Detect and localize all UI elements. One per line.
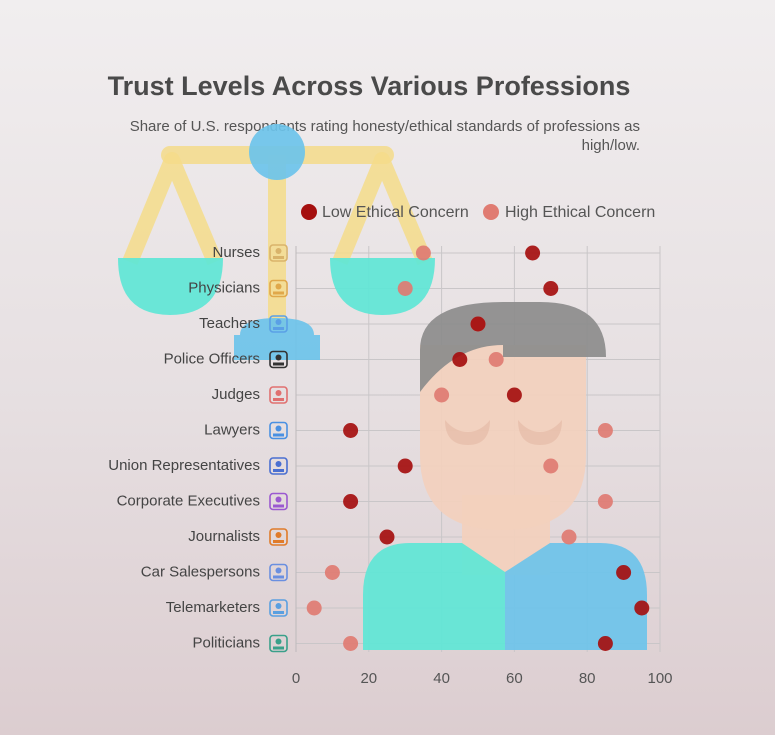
data-point-high-ethical-concern: [343, 636, 359, 651]
category-label: Teachers: [199, 315, 260, 332]
data-point-low-ethical-concern: [343, 423, 359, 438]
x-tick-label: 80: [579, 670, 596, 687]
legend-marker-low-ethical-concern: [301, 204, 317, 220]
data-point-low-ethical-concern: [397, 458, 413, 474]
category-axis: Nurses Physicians Teachers Police Officers J…: [108, 244, 288, 653]
legend-label-low-ethical-concern: Low Ethical Concern: [322, 204, 469, 221]
data-point-low-ethical-concern: [597, 636, 613, 651]
data-point-high-ethical-concern: [397, 281, 413, 296]
data-point-high-ethical-concern: [488, 352, 504, 367]
data-point-low-ethical-concern: [343, 494, 359, 509]
police-officer-icon: [269, 350, 288, 369]
newspaper-icon: [269, 528, 288, 546]
data-points: [306, 245, 650, 651]
category-label: Police Officers: [164, 350, 260, 367]
category-label: Car Salespersons: [141, 563, 260, 580]
data-point-high-ethical-concern: [434, 387, 450, 403]
data-point-low-ethical-concern: [616, 565, 632, 580]
legend-label-high-ethical-concern: High Ethical Concern: [505, 204, 655, 221]
background-illustration: [118, 124, 647, 650]
union-building-icon: [269, 457, 288, 475]
x-tick-label: 20: [360, 670, 377, 687]
category-label: Union Representatives: [108, 457, 260, 474]
chart-title: Trust Levels Across Various Professions: [108, 71, 631, 101]
data-point-low-ethical-concern: [543, 281, 559, 296]
legend-marker-high-ethical-concern: [483, 204, 499, 220]
data-point-low-ethical-concern: [525, 245, 541, 261]
x-tick-label: 40: [433, 670, 450, 687]
data-point-low-ethical-concern: [379, 529, 395, 545]
legend: Low Ethical Concern High Ethical Concern: [301, 204, 655, 221]
data-point-high-ethical-concern: [324, 565, 340, 580]
category-label: Physicians: [188, 279, 260, 296]
data-point-high-ethical-concern: [597, 494, 613, 509]
data-point-high-ethical-concern: [561, 529, 577, 545]
category-label: Nurses: [212, 244, 260, 261]
telemarketer-icon: [269, 599, 288, 617]
judge-icon: [269, 386, 288, 404]
category-label: Lawyers: [204, 421, 260, 438]
lawyer-icon: [269, 421, 288, 440]
car-icon: [269, 563, 288, 582]
politician-icon: [269, 634, 288, 653]
category-label: Politicians: [192, 634, 260, 651]
category-label: Journalists: [188, 528, 260, 545]
x-tick-label: 100: [647, 670, 672, 687]
data-point-low-ethical-concern: [470, 316, 486, 332]
nurse-icon: [269, 244, 288, 262]
category-label: Corporate Executives: [117, 492, 260, 509]
data-point-low-ethical-concern: [634, 600, 650, 616]
teacher-icon: [269, 315, 288, 333]
physician-icon: [269, 279, 288, 298]
data-point-high-ethical-concern: [597, 423, 613, 438]
executive-icon: [269, 492, 288, 511]
chart-subtitle-line-2: high/low.: [582, 137, 640, 154]
x-tick-label: 60: [506, 670, 523, 687]
data-point-high-ethical-concern: [543, 458, 559, 474]
chart-subtitle-line-1: Share of U.S. respondents rating honesty…: [130, 118, 640, 135]
category-label: Judges: [212, 386, 260, 403]
person-avatar-icon: [363, 302, 647, 650]
data-point-high-ethical-concern: [415, 245, 431, 261]
justice-scale-icon: [118, 124, 435, 360]
data-point-low-ethical-concern: [506, 387, 522, 403]
category-label: Telemarketers: [166, 599, 260, 616]
x-tick-label: 0: [292, 670, 300, 687]
data-point-low-ethical-concern: [452, 352, 468, 367]
data-point-high-ethical-concern: [306, 600, 322, 616]
